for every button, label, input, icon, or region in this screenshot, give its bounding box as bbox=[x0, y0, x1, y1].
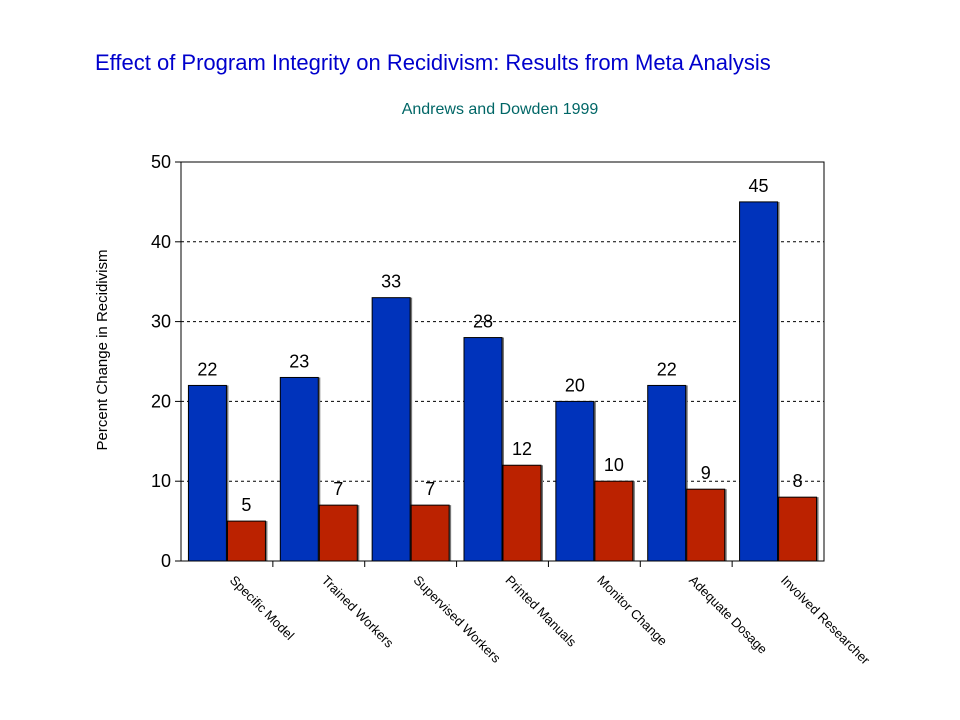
bar bbox=[371, 297, 411, 562]
x-tick-label: Printed Manuals bbox=[502, 573, 579, 650]
bar bbox=[778, 496, 818, 562]
x-tick-label: Specific Model bbox=[227, 573, 297, 643]
grid-layer bbox=[175, 161, 824, 567]
chart-title: Effect of Program Integrity on Recidivis… bbox=[95, 50, 771, 75]
y-tick-label: 50 bbox=[151, 152, 171, 172]
chart-subtitle: Andrews and Dowden 1999 bbox=[401, 101, 599, 118]
y-axis-label: Percent Change in Recidivism bbox=[94, 250, 111, 451]
data-label: 5 bbox=[241, 495, 251, 515]
x-tick-label: Supervised Workers bbox=[411, 573, 505, 667]
bar bbox=[187, 384, 227, 562]
x-tick-label: Adequate Dosage bbox=[686, 573, 770, 657]
bar bbox=[739, 201, 779, 562]
x-tick-label: Trained Workers bbox=[319, 573, 397, 651]
data-label: 22 bbox=[197, 359, 217, 379]
bar bbox=[594, 480, 634, 562]
data-label: 10 bbox=[604, 455, 624, 475]
x-tick-label: Involved Researcher bbox=[778, 573, 873, 668]
data-label: 7 bbox=[425, 479, 435, 499]
y-tick-label: 0 bbox=[161, 551, 171, 571]
data-label: 12 bbox=[512, 439, 532, 459]
y-tick-label: 40 bbox=[151, 232, 171, 252]
bar bbox=[686, 488, 726, 562]
y-tick-label: 30 bbox=[151, 312, 171, 332]
data-label: 9 bbox=[701, 463, 711, 483]
bar bbox=[647, 384, 687, 562]
bars-layer bbox=[187, 201, 819, 562]
data-label: 45 bbox=[749, 176, 769, 196]
bar bbox=[279, 376, 319, 562]
y-tick-label: 20 bbox=[151, 391, 171, 411]
data-label: 28 bbox=[473, 312, 493, 332]
x-tick-label: Monitor Change bbox=[594, 573, 670, 649]
bar bbox=[410, 504, 450, 562]
bar bbox=[318, 504, 358, 562]
bar bbox=[226, 520, 266, 562]
bar bbox=[502, 464, 542, 562]
data-label: 8 bbox=[793, 471, 803, 491]
data-label: 23 bbox=[289, 351, 309, 371]
data-label: 33 bbox=[381, 272, 401, 292]
plot-frame bbox=[180, 161, 825, 562]
y-tick-label: 10 bbox=[151, 471, 171, 491]
bar bbox=[463, 337, 503, 562]
data-label: 22 bbox=[657, 359, 677, 379]
bar bbox=[555, 400, 595, 562]
data-label: 7 bbox=[333, 479, 343, 499]
data-label: 20 bbox=[565, 375, 585, 395]
